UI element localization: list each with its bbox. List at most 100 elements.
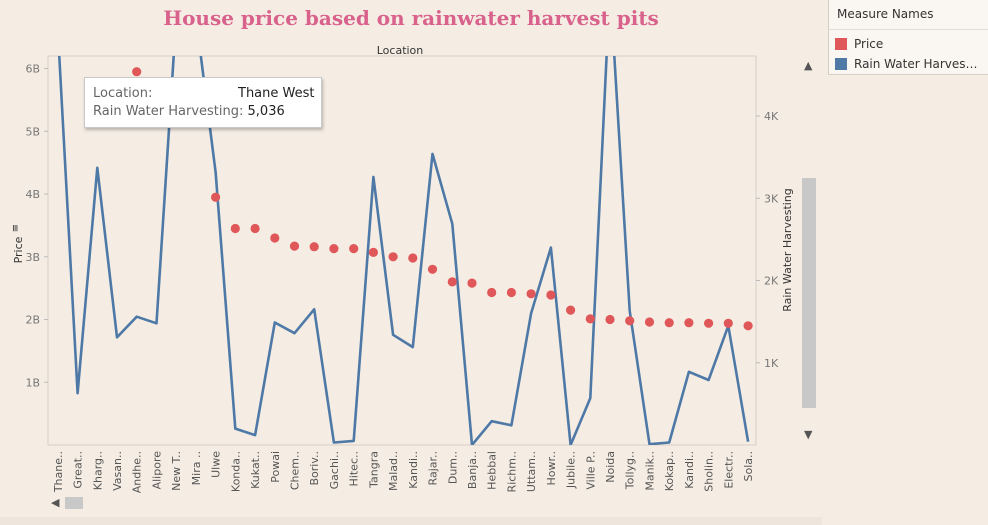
x-tick-label: Ulwe (210, 451, 223, 478)
left-tick-label: 1B (25, 376, 40, 389)
right-tick-label: 3K (764, 192, 779, 205)
price-point (743, 321, 753, 331)
horizontal-scroll-thumb[interactable] (65, 497, 83, 509)
vertical-scrollbar[interactable]: ▲ ▼ (800, 56, 818, 444)
price-point (270, 233, 280, 243)
right-tick-label: 2K (764, 275, 779, 288)
price-point (467, 278, 477, 288)
price-point (526, 289, 536, 299)
x-axis-header: Location (377, 44, 424, 57)
x-tick-label: Andhe.. (131, 451, 144, 493)
legend-item-price[interactable]: Price (829, 34, 988, 54)
x-tick-label: Gachi.. (328, 451, 341, 489)
left-tick-label: 2B (25, 314, 40, 327)
tooltip-location-key: Location: (93, 86, 153, 101)
x-tick-label: Sholin.. (703, 451, 716, 492)
x-tick-label: Malad.. (387, 451, 400, 491)
x-tick-label: Mira .. (190, 451, 203, 485)
price-point (585, 314, 595, 324)
price-point (289, 241, 300, 251)
left-tick-label: 4B (25, 188, 40, 201)
legend: Measure Names Price Rain Water Harvesti.… (828, 0, 988, 75)
legend-item-rwh[interactable]: Rain Water Harvesti.. (829, 54, 988, 74)
price-point (368, 247, 378, 257)
horizontal-scrollbar[interactable]: ◀ (48, 494, 800, 512)
price-point (684, 318, 694, 328)
left-tick-label: 5B (25, 125, 40, 138)
price-point (625, 316, 635, 326)
x-tick-label: Rajar.. (427, 451, 440, 485)
price-point (132, 67, 142, 77)
x-tick-label: Alipore (151, 451, 164, 490)
x-tick-label: Tangra (367, 451, 380, 489)
x-tick-label: Kukat.. (249, 451, 262, 489)
tooltip-location-value: Thane West (238, 86, 315, 101)
sort-icon: ≡ (9, 224, 20, 232)
tooltip-rwh-key: Rain Water Harvesting: (93, 104, 244, 119)
price-point (644, 317, 655, 327)
price-point (427, 264, 438, 274)
price-point (230, 223, 240, 234)
price-point (388, 252, 398, 262)
price-point (704, 318, 714, 328)
x-tick-label: Kokap.. (663, 451, 676, 491)
tooltip: Location: Thane West Rain Water Harvesti… (84, 77, 322, 128)
scroll-down-icon[interactable]: ▼ (804, 428, 813, 441)
panel-divider (822, 0, 828, 525)
x-tick-label: Kandi.. (407, 451, 420, 489)
x-tick-label: Jubile.. (565, 451, 578, 489)
left-axis-title: Price (12, 236, 25, 263)
x-tick-label: Banja.. (466, 451, 479, 489)
price-point (309, 242, 319, 252)
price-point (546, 290, 556, 300)
chart-svg: Location 1B 2B 3B 4B 5B 6B 1K 2K 3K 4K Price Rain Wa… (9, 44, 794, 493)
price-point (566, 305, 576, 315)
x-tick-label: Tollyg.. (624, 451, 637, 490)
price-point (723, 318, 733, 328)
left-tick-label: 3B (25, 251, 40, 264)
x-tick-label: Boriv.. (308, 451, 321, 486)
x-tick-label: Howr.. (545, 451, 558, 486)
axes-layer: Location 1B 2B 3B 4B 5B 6B 1K 2K 3K 4K Price Rain Wa… (9, 44, 794, 446)
right-axis-title: Rain Water Harvesting (781, 188, 794, 312)
price-point (447, 277, 457, 287)
x-tick-label: Hitec.. (348, 451, 361, 486)
scroll-up-icon[interactable]: ▲ (804, 59, 813, 72)
bottom-bar (0, 517, 822, 525)
price-point (329, 244, 339, 254)
chart-title: House price based on rainwater harvest p… (163, 6, 659, 30)
x-tick-label: Sola.. (742, 451, 755, 482)
rain-water-harvesting-line (57, 56, 750, 445)
legend-swatch-price (835, 38, 847, 50)
price-point (408, 253, 418, 263)
x-tick-label: Electr.. (722, 451, 735, 489)
price-point (605, 314, 615, 325)
x-tick-label: Noida (604, 451, 617, 483)
price-point (664, 318, 674, 328)
price-point (250, 223, 260, 234)
x-tick-label: New T.. (170, 451, 183, 491)
series-line-layer (57, 56, 750, 445)
series-dots-layer (132, 67, 753, 331)
x-tick-label: Great.. (72, 451, 85, 489)
x-tick-label: Kandi.. (683, 451, 696, 489)
x-tick-label: Hebbal (486, 451, 499, 490)
x-tick-label: Konda.. (229, 451, 242, 492)
scroll-left-icon[interactable]: ◀ (51, 496, 60, 509)
x-tick-label: Uttam.. (525, 451, 538, 492)
tooltip-rwh-value: 5,036 (247, 104, 285, 119)
right-tick-label: 1K (764, 357, 779, 370)
x-tick-label: Richm.. (505, 451, 518, 492)
price-point (211, 192, 221, 202)
x-tick-label: Chem.. (289, 451, 302, 490)
left-tick-label: 6B (25, 63, 40, 76)
legend-label-price: Price (854, 37, 884, 51)
right-tick-label: 4K (764, 110, 779, 123)
x-tick-label: Vasan.. (111, 451, 124, 491)
x-tick-labels: Thane.. Great.. Kharg.. Vasan.. Andhe.. Alipo… (52, 451, 755, 493)
price-point (349, 244, 359, 254)
x-tick-label: Powai (269, 451, 282, 483)
legend-label-rwh: Rain Water Harvesti.. (854, 57, 979, 71)
x-tick-label: Kharg.. (91, 451, 104, 490)
vertical-scroll-thumb[interactable] (802, 178, 816, 408)
